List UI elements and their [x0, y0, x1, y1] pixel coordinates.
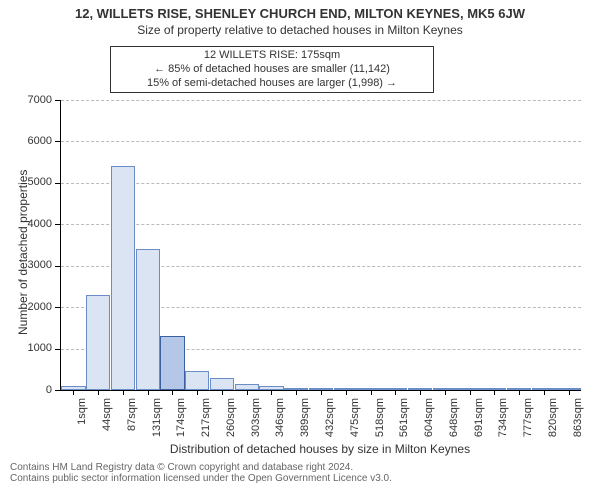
y-tick: [55, 349, 61, 350]
x-tick: [494, 390, 495, 395]
y-tick-label: 3000: [28, 259, 52, 271]
x-tick-label: 87sqm: [126, 398, 138, 448]
chart-title-address: 12, WILLETS RISE, SHENLEY CHURCH END, MI…: [0, 0, 600, 21]
x-tick-label: 518sqm: [374, 398, 386, 448]
x-tick-label: 648sqm: [448, 398, 460, 448]
x-tick-label: 217sqm: [200, 398, 212, 448]
x-tick-label: 389sqm: [299, 398, 311, 448]
y-tick-label: 1000: [28, 342, 52, 354]
info-box: 12 WILLETS RISE: 175sqm ← 85% of detache…: [110, 46, 434, 93]
y-tick-label: 7000: [28, 94, 52, 106]
x-tick: [222, 390, 223, 395]
x-tick: [98, 390, 99, 395]
x-tick-label: 260sqm: [225, 398, 237, 448]
y-tick-label: 4000: [28, 218, 52, 230]
x-tick: [395, 390, 396, 395]
x-tick-label: 820sqm: [547, 398, 559, 448]
y-tick: [55, 100, 61, 101]
y-tick-label: 5000: [28, 176, 52, 188]
x-tick-label: 432sqm: [324, 398, 336, 448]
x-tick-label: 346sqm: [274, 398, 286, 448]
grid-line: [61, 183, 581, 184]
y-tick: [55, 183, 61, 184]
y-tick: [55, 141, 61, 142]
x-tick-label: 863sqm: [572, 398, 584, 448]
bar: [111, 166, 135, 390]
bar: [185, 371, 209, 390]
x-tick-label: 691sqm: [473, 398, 485, 448]
y-tick: [55, 390, 61, 391]
bar: [86, 295, 110, 390]
x-tick: [172, 390, 173, 395]
y-tick-label: 6000: [28, 135, 52, 147]
grid-line: [61, 141, 581, 142]
bar-highlight: [160, 336, 184, 390]
x-tick: [197, 390, 198, 395]
x-tick: [73, 390, 74, 395]
x-tick-label: 131sqm: [151, 398, 163, 448]
x-tick: [321, 390, 322, 395]
x-tick-label: 561sqm: [398, 398, 410, 448]
x-tick-label: 734sqm: [497, 398, 509, 448]
x-tick-label: 604sqm: [423, 398, 435, 448]
y-tick: [55, 266, 61, 267]
y-tick: [55, 224, 61, 225]
x-tick: [544, 390, 545, 395]
bar: [136, 249, 160, 390]
grid-line: [61, 100, 581, 101]
x-tick-label: 475sqm: [349, 398, 361, 448]
y-tick-label: 2000: [28, 301, 52, 313]
x-tick: [470, 390, 471, 395]
x-tick-label: 44sqm: [101, 398, 113, 448]
x-tick-label: 174sqm: [175, 398, 187, 448]
x-tick: [148, 390, 149, 395]
plot-area: [60, 100, 581, 391]
x-tick: [271, 390, 272, 395]
x-tick: [445, 390, 446, 395]
info-box-line2: ← 85% of detached houses are smaller (11…: [117, 63, 427, 77]
grid-line: [61, 224, 581, 225]
chart-subtitle: Size of property relative to detached ho…: [0, 21, 600, 37]
info-box-line1: 12 WILLETS RISE: 175sqm: [117, 49, 427, 63]
y-tick-label: 0: [46, 384, 52, 396]
x-tick: [346, 390, 347, 395]
x-tick: [296, 390, 297, 395]
info-box-line3: 15% of semi-detached houses are larger (…: [117, 77, 427, 91]
x-tick-label: 303sqm: [250, 398, 262, 448]
bar: [210, 378, 234, 390]
chart-container: { "chart": { "type": "histogram", "title…: [0, 0, 600, 500]
footer-attribution: Contains HM Land Registry data © Crown c…: [10, 462, 392, 484]
x-tick: [420, 390, 421, 395]
footer-line2: Contains public sector information licen…: [10, 473, 392, 484]
footer-line1: Contains HM Land Registry data © Crown c…: [10, 462, 392, 473]
x-tick-label: 777sqm: [522, 398, 534, 448]
x-tick: [371, 390, 372, 395]
x-tick-label: 1sqm: [76, 398, 88, 448]
x-tick: [569, 390, 570, 395]
x-tick: [519, 390, 520, 395]
y-tick: [55, 307, 61, 308]
x-tick: [247, 390, 248, 395]
x-tick: [123, 390, 124, 395]
